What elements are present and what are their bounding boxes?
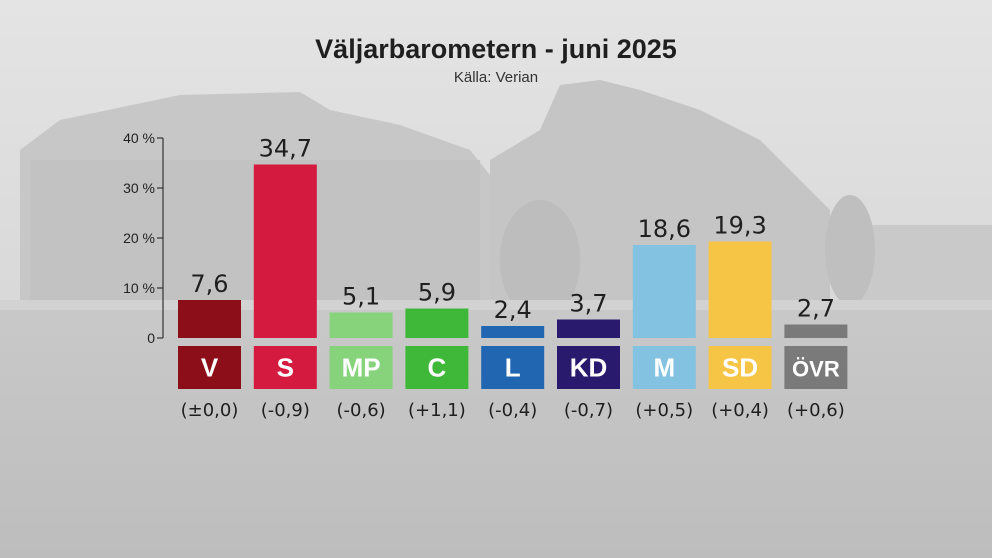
- bar-v: [178, 300, 241, 338]
- change-label: (-0,9): [261, 400, 310, 421]
- value-label: 2,4: [494, 296, 532, 324]
- party-label-box: [329, 346, 393, 389]
- change-label: (±0,0): [181, 400, 239, 421]
- party-label: C: [428, 353, 447, 383]
- party-label-box: [632, 346, 696, 389]
- y-tick-label: 30 %: [123, 180, 155, 196]
- party-label: V: [201, 353, 219, 383]
- party-label: S: [277, 353, 294, 383]
- party-label: ÖVR: [792, 357, 840, 382]
- party-label: SD: [722, 353, 758, 383]
- party-label-box: [557, 346, 620, 389]
- y-tick-label: 10 %: [123, 280, 155, 296]
- chart-subtitle: Källa: Verian: [453, 69, 539, 86]
- change-label: (+1,1): [408, 400, 466, 421]
- bar-sd: [708, 241, 772, 338]
- value-label: 2,7: [797, 295, 835, 323]
- bar-mp: [329, 312, 393, 338]
- party-label: KD: [570, 353, 608, 383]
- bars: 7,6 V (±0,0) 34,7 S (-0,9) 5,1 MP (-0,6) 5,9 C (+1,…: [178, 135, 848, 421]
- change-label: (+0,4): [711, 400, 769, 421]
- change-label: (+0,6): [787, 400, 845, 421]
- value-label: 19,3: [713, 212, 766, 240]
- party-label-box: [405, 346, 469, 389]
- bar-m: [632, 245, 696, 338]
- value-label: 5,1: [342, 283, 380, 311]
- y-axis: 0 10 % 20 % 30 % 40 %: [123, 130, 164, 346]
- party-label-box: [708, 346, 772, 389]
- party-label-box: [784, 346, 848, 389]
- bar-s: [253, 164, 317, 338]
- bar-c: [405, 308, 469, 338]
- change-label: (+0,5): [635, 400, 693, 421]
- party-label: M: [653, 353, 675, 383]
- value-label: 5,9: [418, 279, 456, 307]
- change-label: (-0,6): [337, 400, 386, 421]
- bar-övr: [784, 324, 848, 338]
- party-label: L: [505, 353, 521, 383]
- change-label: (-0,7): [564, 400, 613, 421]
- y-tick-label: 0: [147, 330, 155, 346]
- party-label-box: [253, 346, 317, 389]
- party-label-box: [178, 346, 241, 389]
- y-tick-label: 20 %: [123, 230, 155, 246]
- value-label: 7,6: [190, 270, 228, 298]
- y-tick-label: 40 %: [123, 130, 155, 146]
- change-label: (-0,4): [488, 400, 537, 421]
- party-label-box: [481, 346, 545, 389]
- value-label: 18,6: [638, 215, 691, 243]
- bar-l: [481, 326, 545, 338]
- value-label: 34,7: [259, 135, 312, 163]
- chart-title: Väljarbarometern - juni 2025: [315, 34, 677, 64]
- bar-kd: [557, 319, 620, 338]
- value-label: 3,7: [569, 290, 607, 318]
- party-label: MP: [342, 353, 381, 383]
